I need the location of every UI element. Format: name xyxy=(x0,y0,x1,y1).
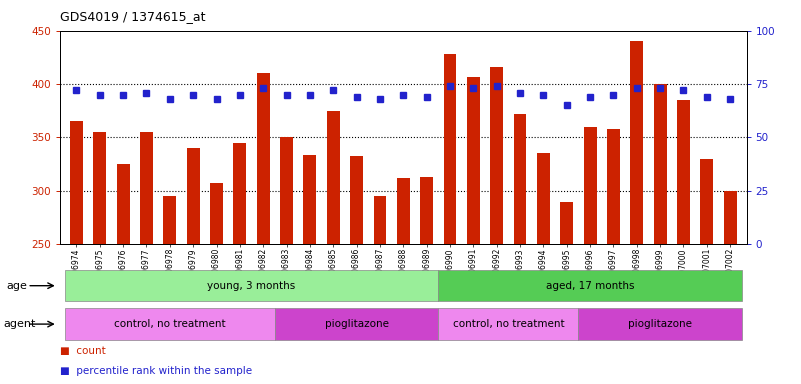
Bar xyxy=(607,129,620,244)
Bar xyxy=(210,183,223,244)
Bar xyxy=(94,132,107,244)
Text: young, 3 months: young, 3 months xyxy=(207,281,296,291)
Bar xyxy=(700,159,713,244)
Bar xyxy=(275,308,438,340)
Text: pioglitazone: pioglitazone xyxy=(324,319,388,329)
Bar xyxy=(467,76,480,244)
Bar xyxy=(257,73,270,244)
Bar xyxy=(280,137,293,244)
Bar xyxy=(444,54,457,244)
Text: agent: agent xyxy=(3,319,35,329)
Bar xyxy=(654,84,666,244)
Bar xyxy=(396,178,410,244)
Text: pioglitazone: pioglitazone xyxy=(628,319,692,329)
Bar xyxy=(490,67,503,244)
Bar xyxy=(578,308,742,340)
Bar xyxy=(350,156,363,244)
Bar xyxy=(677,100,690,244)
Bar xyxy=(117,164,130,244)
Bar xyxy=(537,153,549,244)
Text: age: age xyxy=(6,281,27,291)
Bar xyxy=(421,177,433,244)
Bar xyxy=(438,270,742,301)
Bar xyxy=(438,308,578,340)
Bar xyxy=(70,121,83,244)
Bar xyxy=(513,114,526,244)
Bar xyxy=(304,156,316,244)
Bar xyxy=(163,196,176,244)
Bar xyxy=(140,132,153,244)
Text: GDS4019 / 1374615_at: GDS4019 / 1374615_at xyxy=(60,10,206,23)
Text: aged, 17 months: aged, 17 months xyxy=(545,281,634,291)
Bar xyxy=(630,41,643,244)
Bar xyxy=(327,111,340,244)
Bar xyxy=(724,190,737,244)
Bar xyxy=(187,148,199,244)
Text: control, no treatment: control, no treatment xyxy=(453,319,564,329)
Bar xyxy=(65,308,275,340)
Bar xyxy=(373,196,386,244)
Bar xyxy=(584,127,597,244)
Bar xyxy=(561,202,574,244)
Text: ■  percentile rank within the sample: ■ percentile rank within the sample xyxy=(60,366,252,376)
Text: ■  count: ■ count xyxy=(60,346,106,356)
Bar xyxy=(233,142,246,244)
Bar xyxy=(65,270,438,301)
Text: control, no treatment: control, no treatment xyxy=(114,319,226,329)
